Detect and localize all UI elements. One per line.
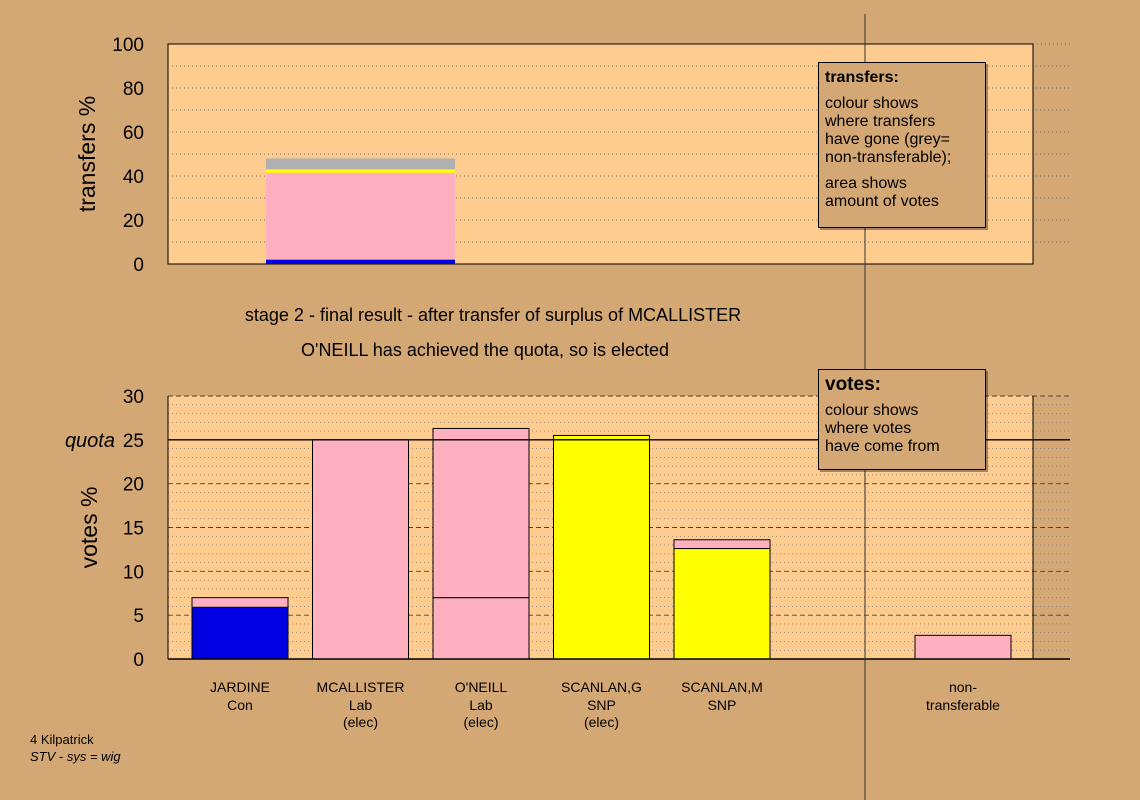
candidate-name-label: non- (949, 679, 977, 695)
transfers-legend-line: amount of votes (825, 193, 939, 210)
votes-y-tick: 0 (133, 650, 144, 671)
transfers-legend-line: have gone (grey= (825, 131, 950, 148)
candidate-party-label: SNP (708, 697, 737, 713)
transfer-bar-segment (266, 158, 455, 170)
candidate-name-label: MCALLISTER (317, 679, 405, 695)
votes-y-tick: 5 (133, 606, 144, 627)
transfers-y-tick: 40 (123, 167, 144, 188)
vote-bar-segment (432, 427, 530, 599)
system-label: STV - sys = wig (30, 749, 121, 764)
transfers-y-tick: 20 (123, 211, 144, 232)
votes-y-tick: 10 (123, 562, 144, 583)
transfer-bar-segment (266, 259, 455, 264)
votes-legend-line: where votes (825, 420, 912, 437)
candidate-party-label: Lab (469, 697, 493, 713)
candidate-party-label: transferable (926, 697, 1000, 713)
candidate-party-label: SNP (587, 697, 616, 713)
vote-bar-segment (191, 597, 289, 608)
transfers-legend-line: where transfers (825, 113, 936, 130)
candidate-party-label: Lab (349, 697, 373, 713)
votes-y-tick: 30 (123, 387, 144, 408)
candidate-status-label: (elec) (463, 714, 498, 730)
transfers-y-tick: 60 (123, 123, 144, 144)
candidate-status-label: (elec) (584, 714, 619, 730)
votes-y-axis-label: votes % (76, 487, 102, 569)
candidate-name-label: JARDINE (210, 679, 270, 695)
transfers-y-tick: 0 (133, 255, 144, 276)
votes-y-tick: 25 (123, 431, 144, 452)
candidate-status-label: (elec) (343, 714, 378, 730)
transfer-bar-segment (266, 169, 455, 173)
ward-name: 4 Kilpatrick (30, 732, 94, 747)
transfers-y-axis-label: transfers % (74, 96, 100, 212)
candidate-name-label: SCANLAN,G (561, 679, 642, 695)
transfers-legend: transfers: colour shows where transfers … (818, 62, 986, 228)
votes-y-tick: 20 (123, 475, 144, 496)
vote-bar-segment (432, 597, 530, 660)
candidate-name-label: O'NEILL (455, 679, 508, 695)
vote-bar-segment (312, 439, 409, 660)
candidate-party-label: Con (227, 697, 253, 713)
votes-legend-line: colour shows (825, 402, 919, 419)
transfers-y-tick: 100 (112, 35, 144, 56)
transfers-legend-line: colour shows (825, 95, 919, 112)
vote-bar-segment (673, 539, 771, 550)
transfers-y-tick: 80 (123, 79, 144, 100)
votes-legend-line: have come from (825, 438, 940, 455)
quota-label: quota (65, 430, 115, 452)
transfer-bar-segment (266, 172, 455, 260)
vote-bar-segment (673, 548, 771, 660)
transfers-legend-line: area shows (825, 175, 907, 192)
candidate-name-label: SCANLAN,M (681, 679, 763, 695)
votes-legend-title: votes: (825, 374, 881, 395)
transfers-legend-title: transfers: (825, 69, 899, 86)
transfers-legend-line: non-transferable); (825, 149, 952, 166)
votes-y-tick: 15 (123, 519, 144, 540)
votes-legend: votes: colour shows where votes have com… (818, 369, 986, 470)
vote-bar-segment (553, 434, 650, 660)
vote-bar-segment (914, 634, 1012, 660)
stage-description: stage 2 - final result - after transfer … (244, 305, 742, 325)
vote-bar-segment (191, 606, 289, 660)
stage-outcome: O'NEILL has achieved the quota, so is el… (301, 340, 669, 360)
footer: 4 Kilpatrick STV - sys = wig (30, 731, 121, 765)
